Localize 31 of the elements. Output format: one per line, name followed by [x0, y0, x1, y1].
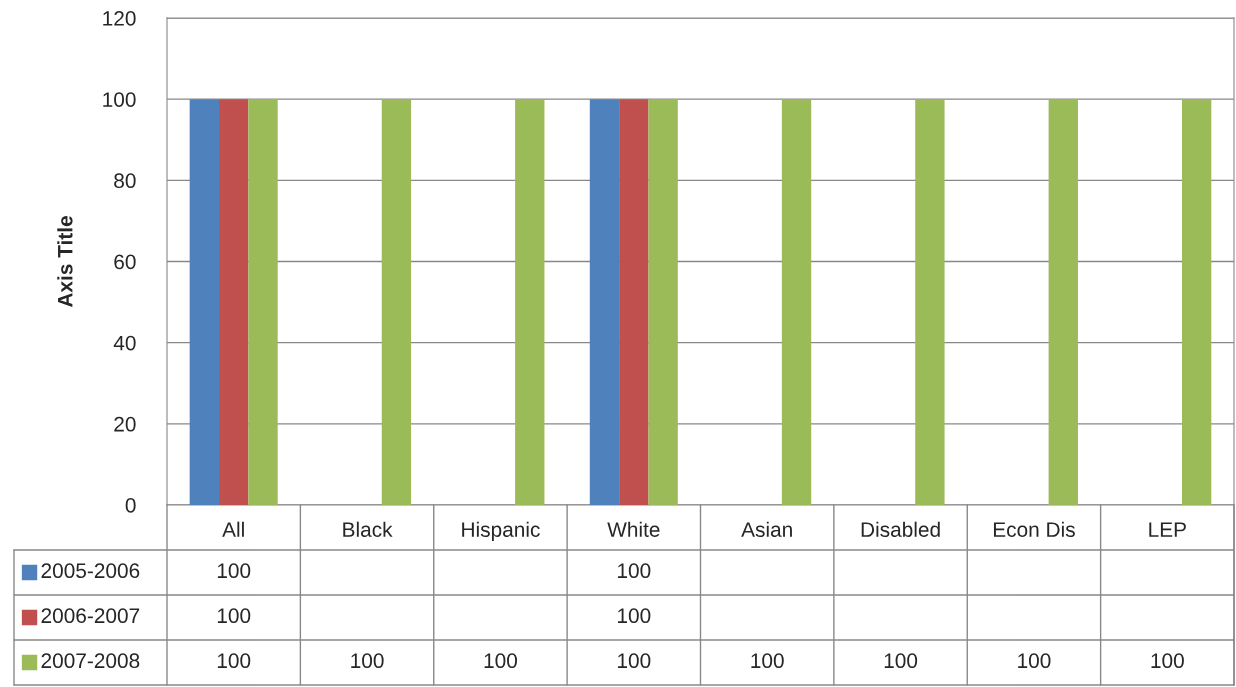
data-label: 100: [1151, 653, 1184, 669]
data-label: 100: [618, 653, 651, 669]
data-label: 100: [351, 653, 384, 669]
data-label: 100: [751, 653, 784, 669]
data-label: 100: [484, 653, 517, 669]
x-tick-label: Hispanic: [462, 521, 540, 542]
x-tick-label: All: [222, 521, 244, 537]
y-axis-title: Axis Title: [57, 216, 73, 308]
data-label: 100: [217, 608, 251, 624]
y-tick-label: 100: [103, 92, 136, 107]
data-label: 100: [217, 563, 251, 579]
legend-label: 2005-2006: [41, 563, 140, 579]
x-tick-label: Asian: [741, 521, 792, 537]
legend-label: 2007-2008: [41, 653, 140, 669]
x-tick-label: Disabled: [861, 521, 940, 537]
y-tick-label: 0: [125, 498, 136, 513]
data-label: 100: [1018, 653, 1051, 669]
y-tick-label: 20: [114, 416, 136, 432]
legend-label: 2006-2007: [41, 608, 140, 624]
x-tick-label: LEP: [1149, 522, 1186, 537]
y-tick-label: 80: [114, 173, 136, 189]
y-tick-label: 60: [114, 254, 136, 270]
y-tick-label: 120: [103, 11, 136, 26]
data-label: 100: [217, 653, 251, 669]
y-tick-label: 40: [113, 335, 136, 351]
x-tick-label: Black: [343, 521, 393, 537]
data-label: 100: [618, 563, 651, 579]
x-tick-label: Econ Dis: [993, 521, 1075, 537]
x-tick-label: White: [607, 521, 660, 537]
data-label: 100: [884, 653, 918, 669]
data-label: 100: [618, 608, 651, 624]
